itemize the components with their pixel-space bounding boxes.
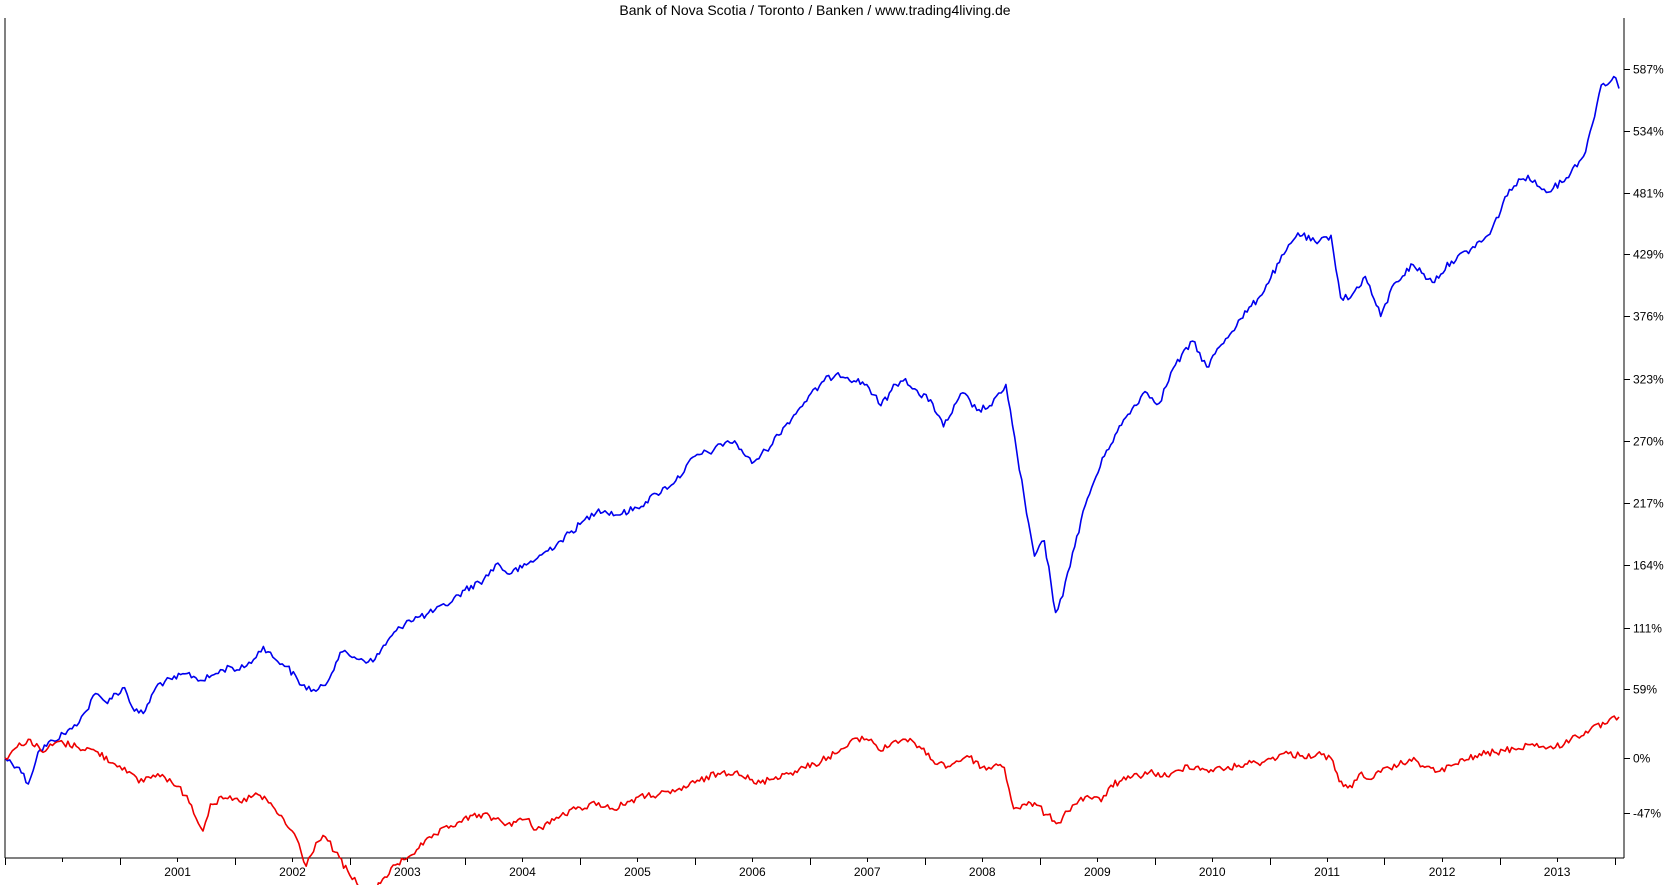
y-tick-label: 534%	[1633, 125, 1664, 139]
series-line-blue	[4, 75, 1620, 785]
x-tick-label: 2005	[624, 865, 651, 879]
x-tick-label: 2003	[394, 865, 421, 879]
x-tick-label: 2009	[1084, 865, 1111, 879]
x-tick-label: 2013	[1544, 865, 1571, 879]
y-tick-label: 164%	[1633, 559, 1664, 573]
x-tick-label: 2004	[509, 865, 536, 879]
y-tick-label: 111%	[1633, 622, 1662, 636]
x-tick-label: 2008	[969, 865, 996, 879]
y-tick-label: 429%	[1633, 248, 1664, 262]
y-tick-label: 587%	[1633, 63, 1664, 77]
y-tick-label: 0%	[1633, 752, 1651, 766]
chart-title: Bank of Nova Scotia / Toronto / Banken /…	[619, 2, 1011, 18]
series-line-red	[4, 715, 1620, 885]
x-tick-label: 2001	[164, 865, 191, 879]
y-tick-label: -47%	[1633, 807, 1661, 821]
x-tick-label: 2011	[1314, 865, 1340, 879]
x-tick-label: 2006	[739, 865, 766, 879]
y-tick-label: 323%	[1633, 373, 1664, 387]
y-tick-label: 481%	[1633, 187, 1664, 201]
y-tick-label: 217%	[1633, 497, 1664, 511]
x-tick-label: 2012	[1429, 865, 1456, 879]
x-tick-label: 2010	[1199, 865, 1226, 879]
x-tick-label: 2002	[279, 865, 306, 879]
x-tick-label: 2007	[854, 865, 881, 879]
y-tick-label: 270%	[1633, 435, 1664, 449]
y-tick-label: 376%	[1633, 310, 1664, 324]
y-tick-label: 59%	[1633, 683, 1657, 697]
